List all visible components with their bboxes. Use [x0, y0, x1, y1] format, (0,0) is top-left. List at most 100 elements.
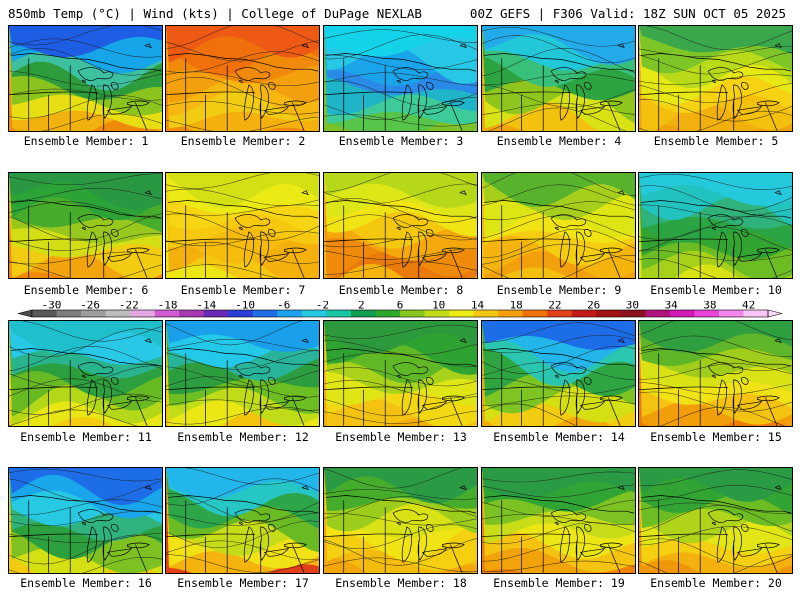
wind-streamline	[324, 557, 477, 573]
ensemble-member-3-map	[323, 25, 478, 132]
ensemble-member-19-map	[481, 467, 636, 574]
boundary-line	[550, 67, 587, 81]
boundary-line	[102, 84, 113, 119]
wind-streamline	[9, 88, 162, 101]
ensemble-member-label: Ensemble Member: 4	[496, 134, 622, 148]
wind-streamline	[482, 322, 635, 343]
colorbar-swatch	[301, 310, 327, 317]
ensemble-member-label: Ensemble Member: 16	[20, 576, 152, 590]
boundary-line	[482, 386, 571, 391]
wind-streamline	[324, 114, 477, 127]
boundary-line	[10, 200, 162, 219]
boundary-line	[144, 338, 152, 344]
boundary-line	[422, 105, 448, 115]
boundary-line	[324, 533, 413, 538]
boundary-line	[580, 547, 606, 557]
boundary-line	[483, 348, 635, 367]
ensemble-member-label: Ensemble Member: 7	[180, 283, 306, 297]
colorbar-swatch	[522, 310, 548, 317]
boundary-line	[167, 495, 319, 514]
colorbar-swatch	[81, 310, 106, 317]
boundary-line	[86, 379, 97, 416]
wind-streamline	[639, 185, 792, 212]
colorbar-outline	[31, 309, 769, 318]
ensemble-member-18-map	[323, 467, 478, 574]
wind-streamline	[482, 84, 635, 108]
wind-streamline	[482, 215, 635, 239]
boundary-line	[259, 379, 270, 414]
colorbar-swatch	[350, 310, 376, 317]
colorbar-tick-label: -26	[80, 301, 100, 312]
temperature-field	[482, 173, 635, 278]
boundary-line	[81, 521, 86, 526]
wind-streamline	[482, 201, 635, 221]
temperature-field	[166, 173, 319, 278]
wind-streamline	[324, 214, 477, 241]
ensemble-member-label: Ensemble Member: 5	[653, 134, 779, 148]
wind-streamline	[482, 345, 635, 374]
boundary-line	[9, 386, 98, 391]
temperature-field	[166, 26, 319, 131]
temperature-field	[166, 321, 319, 426]
boundary-line	[600, 100, 623, 107]
boundary-line	[575, 379, 586, 414]
temperature-colorbar: -30 -26 -22 -18 -14 -10 -6 -2 2 6 10 14 18 22 26 30 34 38…	[12, 301, 788, 320]
colorbar-swatch	[154, 310, 180, 317]
boundary-line	[324, 91, 413, 96]
boundary-line	[135, 102, 148, 131]
boundary-line	[774, 485, 782, 491]
boundary-line	[264, 105, 290, 115]
wind-streamline	[482, 403, 578, 426]
boundary-line	[77, 362, 114, 376]
colorbar-tick-label: -10	[235, 301, 255, 312]
boundary-line	[243, 84, 254, 121]
colorbar-swatch	[669, 310, 695, 317]
boundary-line	[450, 397, 463, 426]
colorbar-swatch	[694, 310, 720, 317]
ensemble-member-4-map	[481, 25, 636, 132]
boundary-line	[716, 379, 727, 416]
boundary-line	[757, 542, 780, 549]
colorbar-swatch	[130, 310, 156, 317]
wind-streamline	[166, 512, 319, 526]
boundary-line	[167, 53, 319, 72]
boundary-line	[559, 526, 570, 563]
ensemble-member-17-map	[165, 467, 320, 574]
ensemble-member-label: Ensemble Member: 19	[493, 576, 625, 590]
wind-streamline	[639, 382, 792, 395]
boundary-line	[741, 524, 749, 532]
colorbar-swatch	[743, 310, 769, 317]
wind-streamline	[9, 70, 162, 87]
wind-streamline	[166, 40, 319, 62]
boundary-line	[554, 79, 559, 84]
ensemble-member-label: Ensemble Member: 14	[493, 430, 625, 444]
temperature-field	[324, 468, 477, 573]
boundary-line	[707, 67, 744, 81]
boundary-line	[325, 495, 477, 514]
wind-streamline	[41, 113, 162, 131]
colorbar-min-arrow	[17, 309, 33, 318]
wind-streamline	[166, 338, 319, 352]
boundary-line	[554, 521, 559, 526]
wind-streamline	[166, 76, 319, 106]
colorbar-tick-label: 38	[703, 301, 716, 312]
boundary-line	[10, 53, 162, 72]
ensemble-member-label: Ensemble Member: 11	[20, 430, 152, 444]
wind-streamline	[9, 213, 162, 241]
ensemble-member-15-map	[638, 320, 793, 427]
wind-streamline	[166, 540, 319, 561]
temperature-band	[639, 26, 792, 54]
boundary-line	[450, 544, 463, 573]
boundary-line	[617, 338, 625, 344]
wind-streamline	[639, 469, 792, 487]
boundary-line	[640, 495, 792, 514]
boundary-line	[584, 229, 592, 237]
boundary-line	[9, 533, 98, 538]
boundary-line	[135, 544, 148, 573]
wind-streamline	[166, 26, 319, 49]
wind-streamline	[166, 492, 319, 523]
boundary-line	[234, 509, 271, 523]
colorbar-swatch	[228, 310, 254, 317]
colorbar-swatch	[571, 310, 597, 317]
wind-streamline	[324, 489, 477, 500]
